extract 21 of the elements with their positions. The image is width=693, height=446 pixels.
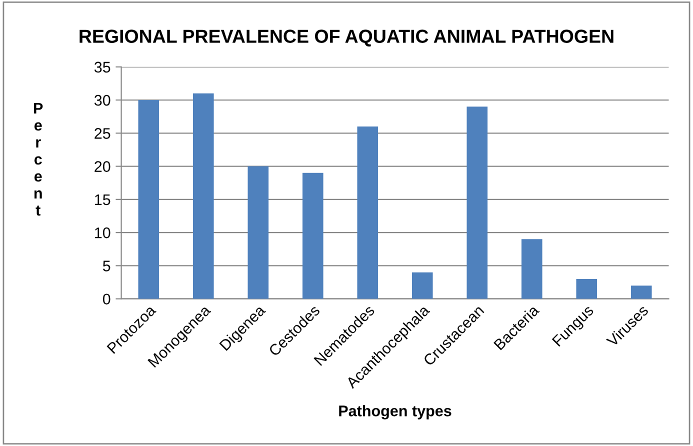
y-axis-title: Percent <box>34 102 43 216</box>
chart-title: REGIONAL PREVALENCE OF AQUATIC ANIMAL PATHOGEN <box>80 30 614 46</box>
y-tick-label: 10 <box>95 227 110 238</box>
y-tick-label: 20 <box>94 161 110 172</box>
bar <box>192 93 214 299</box>
y-tick-label: 30 <box>94 94 110 106</box>
bar <box>357 126 378 299</box>
bar <box>521 239 542 299</box>
bar <box>630 286 652 299</box>
y-tick-label: 15 <box>95 194 110 206</box>
bar <box>466 106 488 299</box>
y-tick-label: 0 <box>102 294 110 305</box>
bar <box>302 172 324 299</box>
bar <box>138 100 160 299</box>
bar <box>412 272 433 299</box>
y-tick-label: 5 <box>102 260 110 272</box>
bar <box>248 166 269 299</box>
bar <box>576 278 598 299</box>
x-axis-title: Pathogen types <box>339 405 452 420</box>
y-tick-label: 35 <box>94 62 110 73</box>
y-tick-label: 25 <box>94 128 110 139</box>
